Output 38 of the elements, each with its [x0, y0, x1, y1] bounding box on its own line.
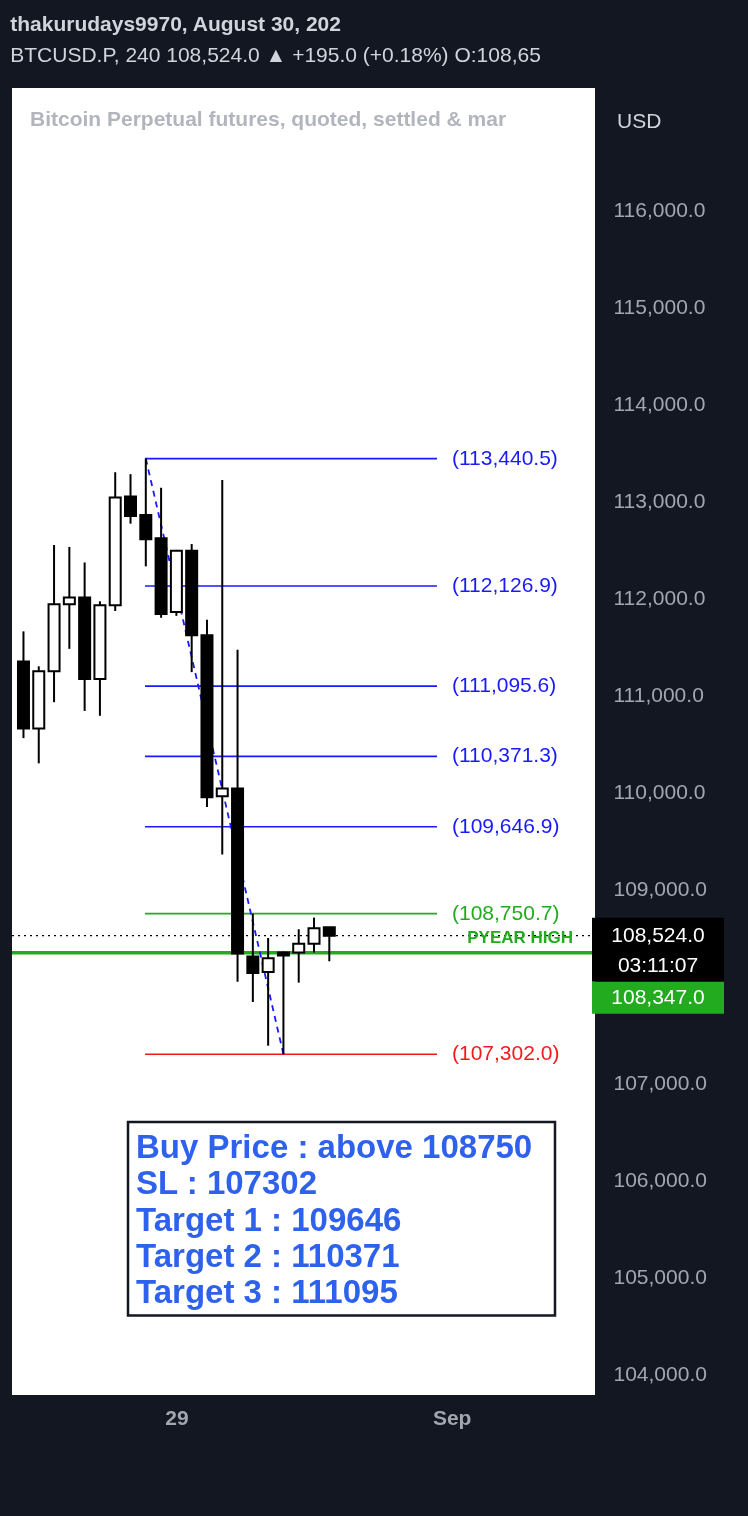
x-tick-label: 29: [165, 1405, 189, 1429]
candlestick: [215, 479, 229, 856]
x-tick-label: Sep: [432, 1405, 472, 1429]
text: USD: [617, 109, 662, 132]
chart-title: thakurudays9970, August 30, 202: [10, 12, 341, 35]
y-tick-label: 107,000.0: [613, 1071, 707, 1095]
annotation: Target 1 : 109646: [136, 1200, 402, 1238]
text: 03:11:07: [617, 952, 699, 976]
annotation: Bitcoin Perpetual futures, quoted, settled & mar: [30, 107, 507, 130]
annotation: Buy Price : above 108750: [136, 1128, 533, 1165]
ref-line-label: 108,524.0: [611, 922, 705, 946]
y-tick-label: 113,000.0: [613, 488, 706, 512]
candlestick: [261, 936, 275, 1047]
y-tick-label: 114,000.0: [613, 391, 706, 415]
candlestick: [62, 545, 76, 650]
annotation: SL : 107302: [136, 1164, 318, 1202]
ref-line-label: (108,750.7): [452, 900, 560, 924]
ref-line-label: (112,126.9): [452, 573, 558, 597]
y-tick-label: 109,000.0: [613, 876, 707, 900]
annotation: Target 3 : 111095: [136, 1273, 398, 1311]
y-tick-label: 106,000.0: [613, 1168, 707, 1192]
text: 108,347.0: [611, 984, 705, 1008]
ref-line-label: PYEAR HIGH: [467, 927, 573, 947]
y-tick-label: 116,000.0: [613, 197, 706, 221]
ref-line-label: (113,440.5): [452, 445, 558, 469]
ref-line-label: (111,095.6): [452, 673, 557, 697]
y-tick-label: 115,000.0: [613, 294, 706, 318]
ref-line-label: (109,646.9): [452, 813, 560, 837]
ref-line-label: (107,302.0): [452, 1041, 560, 1065]
y-tick-label: 104,000.0: [613, 1362, 707, 1386]
y-tick-label: 105,000.0: [613, 1265, 707, 1289]
candlestick: [246, 912, 260, 1004]
y-tick-label: 112,000.0: [613, 585, 706, 609]
y-tick-label: 110,000.0: [613, 779, 706, 803]
candlestick: [124, 473, 138, 525]
ref-line-label: (110,371.3): [452, 743, 558, 767]
y-tick-label: 111,000.0: [613, 682, 704, 706]
chart-subtitle: BTCUSD.P, 240 108,524.0 ▲ +195.0 (+0.18%) O:108,65: [10, 43, 541, 66]
